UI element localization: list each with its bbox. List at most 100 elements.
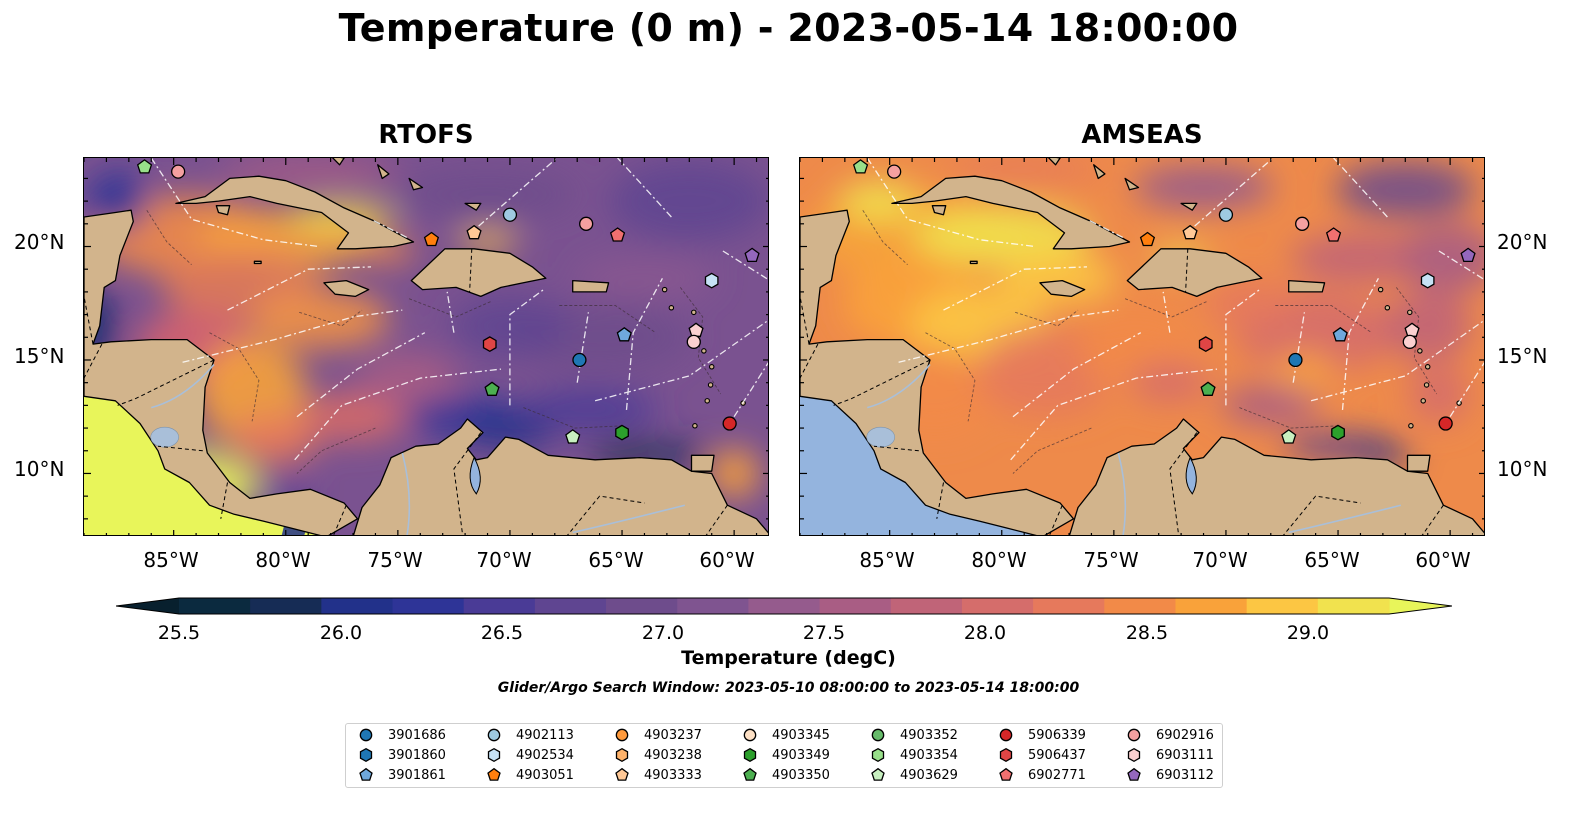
- legend-marker: [615, 728, 629, 742]
- colorbar-tick-29-0: 29.0: [1286, 622, 1330, 644]
- legend-item-4903238: 4903238: [614, 747, 702, 763]
- eez-boundaries: [866, 158, 1484, 461]
- float-marker: [1281, 429, 1297, 444]
- lon-label-60w-amseas: 60°W: [1415, 548, 1471, 572]
- map-panel-amseas: [799, 157, 1485, 536]
- island-lesser-antilles: [1377, 286, 1384, 293]
- colorbar-bin: [1033, 598, 1105, 614]
- land-cuba: [175, 175, 415, 250]
- legend-label: 4903350: [772, 767, 830, 783]
- float-marker: [1325, 227, 1342, 242]
- colorbar-extend-low: [116, 598, 179, 614]
- legend-marker: [1127, 728, 1141, 742]
- float-marker: [686, 334, 701, 349]
- circle-marker-icon: [487, 728, 501, 742]
- legend-label: 4903345: [772, 727, 830, 743]
- colorbar-tick-25-5: 25.5: [157, 622, 201, 644]
- float-marker: [171, 164, 186, 179]
- legend-item-4903629: 4903629: [870, 767, 958, 783]
- land-trinidad: [1406, 454, 1431, 472]
- float-marker: [579, 216, 594, 231]
- island-lesser-antilles: [708, 364, 715, 370]
- eez-boundaries: [150, 158, 768, 461]
- lake-nicaragua: [866, 426, 896, 448]
- legend-label: 6903112: [1156, 767, 1214, 783]
- island-lesser-antilles: [1408, 423, 1414, 429]
- colorbar-tick-28-0: 28.0: [963, 622, 1007, 644]
- colorbar-bin: [819, 598, 892, 614]
- land-hispaniola: [410, 248, 547, 298]
- island-lesser-antilles: [707, 382, 714, 388]
- float-marker: [1332, 326, 1348, 342]
- legend-marker: [487, 767, 501, 781]
- pentagon-marker-icon: [615, 767, 629, 781]
- colorbar-bin: [250, 598, 322, 614]
- float-marker: [722, 416, 737, 431]
- legend-marker: [1127, 747, 1141, 763]
- lat-label-20n-left: 20°N: [14, 230, 65, 254]
- land-central-america: [800, 209, 1075, 535]
- colorbar-tick-labels: 25.5 26.0 26.5 27.0 27.5 28.0 28.5 29.0: [0, 622, 1577, 646]
- float-marker: [609, 227, 626, 242]
- legend-item-6903111: 6903111: [1126, 747, 1214, 763]
- legend-item-6903112: 6903112: [1126, 767, 1214, 783]
- legend-marker: [743, 767, 757, 781]
- float-markers: [136, 159, 760, 444]
- legend-marker: [359, 747, 373, 763]
- hexagon-marker-icon: [487, 747, 501, 763]
- colorbar-label: Temperature (degC): [681, 647, 896, 669]
- legend-item-6902916: 6902916: [1126, 727, 1214, 743]
- colorbar-bin: [179, 598, 251, 614]
- lon-label-80w-amseas: 80°W: [971, 548, 1027, 572]
- legend-item-4902113: 4902113: [486, 727, 574, 743]
- legend-marker: [871, 747, 885, 763]
- legend-marker: [999, 747, 1013, 763]
- colorbar-bin: [606, 598, 678, 614]
- colorbar-bin: [392, 598, 465, 614]
- island-lesser-antilles: [1420, 398, 1426, 404]
- colorbar-bin: [890, 598, 963, 614]
- lake-maracaibo: [469, 456, 481, 495]
- pacific-ocean: [800, 396, 1035, 535]
- legend-marker: [1127, 767, 1141, 781]
- island-lesser-antilles: [1424, 364, 1431, 370]
- colorbar-tick-27-5: 27.5: [802, 622, 846, 644]
- pentagon-marker-icon: [1127, 767, 1141, 781]
- hexagon-marker-icon: [999, 747, 1013, 763]
- legend-label: 4903238: [644, 747, 702, 763]
- lat-label-15n-right: 15°N: [1497, 344, 1548, 368]
- float-marker: [1402, 334, 1417, 349]
- legend-item-5906437: 5906437: [998, 747, 1086, 763]
- island-lesser-antilles: [691, 309, 697, 316]
- panel-title-rtofs: RTOFS: [378, 120, 474, 150]
- float-legend: 3901686 3901860 3901861 4902113 4902534 49030…: [345, 723, 1223, 788]
- legend-label: 6902916: [1156, 727, 1214, 743]
- float-marker: [1460, 247, 1476, 263]
- land-hispaniola: [1126, 248, 1263, 298]
- colorbar-outline: [116, 597, 1452, 615]
- legend-item-3901686: 3901686: [358, 727, 446, 743]
- legend-label: 4903333: [644, 767, 702, 783]
- hexagon-marker-icon: [743, 747, 757, 763]
- land-isla-pinos: [215, 205, 231, 216]
- map-panel-rtofs: [83, 157, 769, 536]
- island-lesser-antilles: [1423, 382, 1430, 388]
- country-borders: [84, 248, 728, 535]
- search-window-text: Glider/Argo Search Window: 2023-05-10 08…: [497, 680, 1080, 696]
- circle-marker-icon: [743, 728, 757, 742]
- legend-marker: [743, 747, 757, 763]
- legend-item-4903237: 4903237: [614, 727, 702, 743]
- colorbar-bin: [1175, 598, 1248, 614]
- colorbar-bin: [748, 598, 821, 614]
- float-marker: [484, 381, 500, 396]
- colorbar-bin: [677, 598, 750, 614]
- land-bahamas-3: [1124, 177, 1140, 191]
- hexagon-marker-icon: [1127, 747, 1141, 763]
- frame-ticks: [800, 158, 1484, 535]
- circle-marker-icon: [999, 728, 1013, 742]
- legend-label: 5906437: [1028, 747, 1086, 763]
- float-marker: [1438, 416, 1453, 431]
- colorbar-bin: [463, 598, 536, 614]
- land-trinidad: [690, 454, 715, 472]
- bathymetry-contours: [862, 209, 1438, 474]
